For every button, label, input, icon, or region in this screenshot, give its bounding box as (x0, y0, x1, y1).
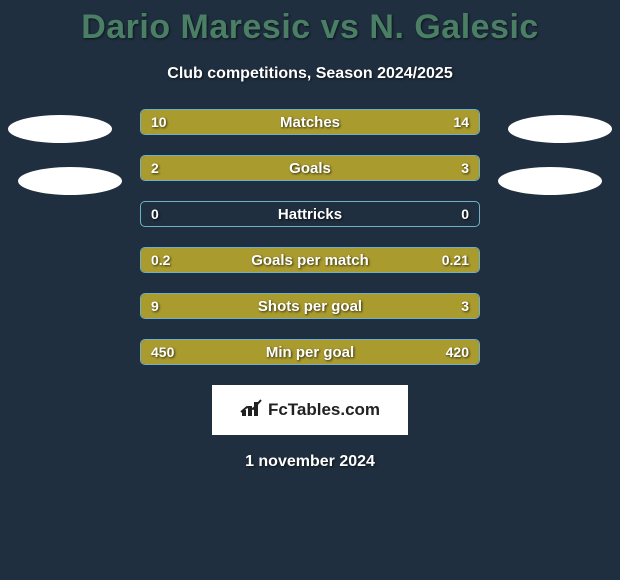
player-right-ellipse-1 (508, 115, 612, 143)
chart-icon (240, 398, 266, 423)
subtitle: Club competitions, Season 2024/2025 (0, 65, 620, 83)
stat-label: Min per goal (141, 340, 479, 364)
stat-row-matches: 10 Matches 14 (140, 109, 480, 135)
footer-date: 1 november 2024 (0, 453, 620, 471)
stat-row-hattricks: 0 Hattricks 0 (140, 201, 480, 227)
stat-row-goals: 2 Goals 3 (140, 155, 480, 181)
player-right-ellipse-2 (498, 167, 602, 195)
stat-label: Goals per match (141, 248, 479, 272)
logo-box: FcTables.com (212, 385, 408, 435)
stat-label: Shots per goal (141, 294, 479, 318)
player-left-ellipse-2 (18, 167, 122, 195)
stat-value-right: 420 (446, 340, 469, 364)
stat-value-right: 3 (461, 294, 469, 318)
stat-value-right: 14 (453, 110, 469, 134)
stat-row-min-per-goal: 450 Min per goal 420 (140, 339, 480, 365)
stat-label: Hattricks (141, 202, 479, 226)
stat-row-goals-per-match: 0.2 Goals per match 0.21 (140, 247, 480, 273)
stat-label: Matches (141, 110, 479, 134)
player-left-ellipse-1 (8, 115, 112, 143)
comparison-chart: 10 Matches 14 2 Goals 3 0 Hattricks 0 0.… (0, 109, 620, 365)
stat-bars: 10 Matches 14 2 Goals 3 0 Hattricks 0 0.… (140, 109, 480, 365)
stat-value-right: 0 (461, 202, 469, 226)
logo-text: FcTables.com (268, 400, 380, 420)
stat-label: Goals (141, 156, 479, 180)
page-title: Dario Maresic vs N. Galesic (0, 0, 620, 47)
stat-row-shots-per-goal: 9 Shots per goal 3 (140, 293, 480, 319)
stat-value-right: 3 (461, 156, 469, 180)
stat-value-right: 0.21 (442, 248, 469, 272)
